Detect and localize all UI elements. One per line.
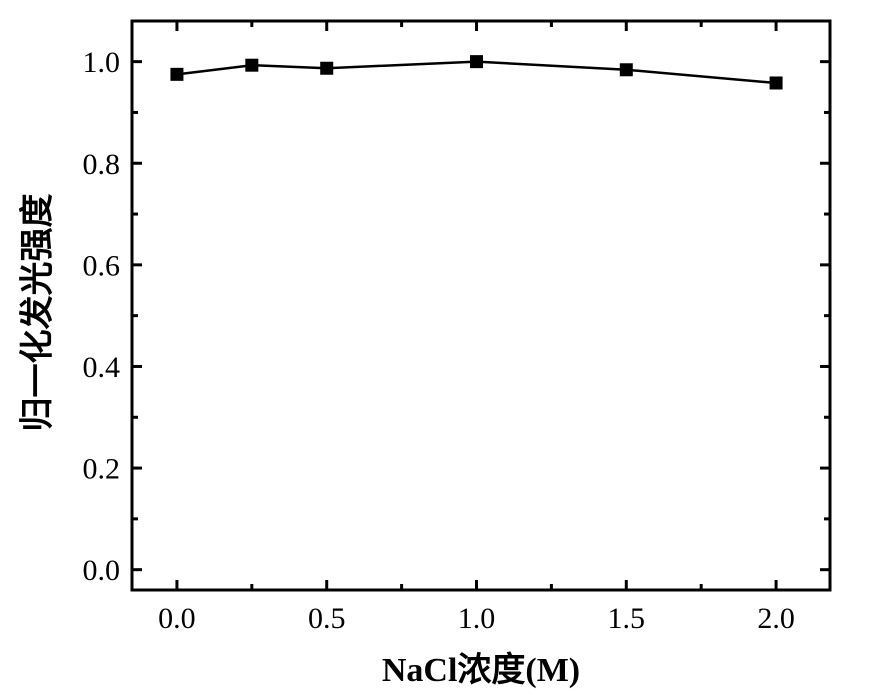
svg-text:0.0: 0.0 [158, 602, 196, 635]
svg-text:1.0: 1.0 [83, 46, 121, 79]
y-axis-label: 归一化发光强度 [10, 192, 59, 432]
chart-container: 0.0 0.5 1.0 1.5 2.0 0.0 0.2 0.4 0.6 0.8 1.0 归一化发光强… [0, 0, 872, 695]
svg-text:0.2: 0.2 [83, 453, 121, 486]
svg-text:0.6: 0.6 [83, 249, 121, 282]
svg-text:0.5: 0.5 [308, 602, 346, 635]
x-axis-label: NaCl浓度(M) [132, 642, 830, 691]
svg-text:1.5: 1.5 [608, 602, 646, 635]
svg-text:0.8: 0.8 [83, 148, 121, 181]
svg-text:2.0: 2.0 [757, 602, 795, 635]
svg-text:1.0: 1.0 [458, 602, 496, 635]
svg-text:0.4: 0.4 [83, 351, 121, 384]
chart-svg: 0.0 0.5 1.0 1.5 2.0 0.0 0.2 0.4 0.6 0.8 1.0 [0, 0, 872, 695]
svg-text:0.0: 0.0 [83, 554, 121, 587]
